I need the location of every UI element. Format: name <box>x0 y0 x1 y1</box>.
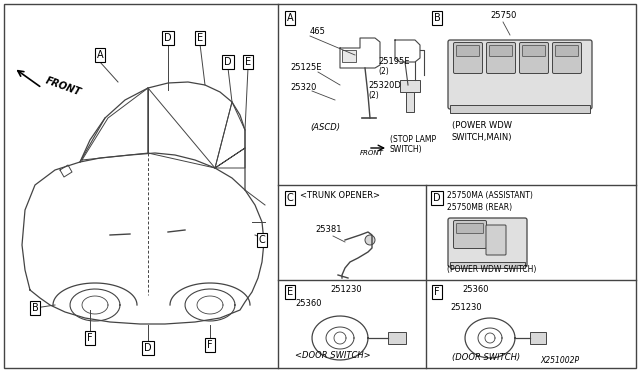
Text: F: F <box>87 333 93 343</box>
Text: 25360: 25360 <box>295 299 321 308</box>
Text: (POWER WDW SWITCH): (POWER WDW SWITCH) <box>447 265 536 274</box>
Bar <box>406 92 414 112</box>
Text: 465: 465 <box>310 27 326 36</box>
Text: 25750: 25750 <box>490 11 516 20</box>
Text: C: C <box>259 235 266 245</box>
Text: (DOOR SWITCH): (DOOR SWITCH) <box>452 353 520 362</box>
Text: E: E <box>245 57 251 67</box>
Text: D: D <box>224 57 232 67</box>
FancyBboxPatch shape <box>522 45 545 57</box>
Text: <DOOR SWITCH>: <DOOR SWITCH> <box>295 351 371 360</box>
Text: 25360: 25360 <box>462 285 488 294</box>
FancyBboxPatch shape <box>454 42 483 74</box>
FancyBboxPatch shape <box>520 42 548 74</box>
Bar <box>450 262 525 268</box>
Text: 25381: 25381 <box>315 225 342 234</box>
Text: F: F <box>434 287 440 297</box>
Text: (2): (2) <box>368 91 379 100</box>
Bar <box>388 332 406 344</box>
FancyBboxPatch shape <box>448 40 592 109</box>
Text: A: A <box>287 13 293 23</box>
Text: B: B <box>434 13 440 23</box>
Text: 251230: 251230 <box>330 285 362 294</box>
FancyBboxPatch shape <box>556 45 579 57</box>
Text: D: D <box>144 343 152 353</box>
Circle shape <box>365 235 375 245</box>
Bar <box>400 80 420 92</box>
Text: B: B <box>31 303 38 313</box>
Bar <box>530 332 546 344</box>
Text: 251230: 251230 <box>450 303 482 312</box>
FancyBboxPatch shape <box>454 221 486 248</box>
Text: SWITCH): SWITCH) <box>390 145 422 154</box>
Text: FRONT: FRONT <box>360 150 384 156</box>
Text: 25320: 25320 <box>290 83 316 92</box>
Text: FRONT: FRONT <box>44 76 83 98</box>
Text: F: F <box>207 340 213 350</box>
Text: 25320D: 25320D <box>368 81 401 90</box>
Text: SWITCH,MAIN): SWITCH,MAIN) <box>452 133 513 142</box>
FancyBboxPatch shape <box>456 224 483 234</box>
Text: E: E <box>197 33 203 43</box>
FancyBboxPatch shape <box>456 45 479 57</box>
Text: X251002P: X251002P <box>540 356 579 365</box>
Text: (POWER WDW: (POWER WDW <box>452 121 512 130</box>
Text: <TRUNK OPENER>: <TRUNK OPENER> <box>300 191 380 200</box>
FancyBboxPatch shape <box>448 218 527 267</box>
Text: C: C <box>287 193 293 203</box>
Text: A: A <box>97 50 103 60</box>
Text: (STOP LAMP: (STOP LAMP <box>390 135 436 144</box>
Text: 25750MA (ASSISTANT): 25750MA (ASSISTANT) <box>447 191 533 200</box>
Text: D: D <box>433 193 441 203</box>
FancyBboxPatch shape <box>486 225 506 255</box>
Text: E: E <box>287 287 293 297</box>
Text: (2): (2) <box>378 67 388 76</box>
Bar <box>450 105 590 113</box>
Text: 25750MB (REAR): 25750MB (REAR) <box>447 203 512 212</box>
FancyBboxPatch shape <box>490 45 513 57</box>
Bar <box>342 50 356 62</box>
Text: 25195E: 25195E <box>378 57 410 66</box>
Text: D: D <box>164 33 172 43</box>
FancyBboxPatch shape <box>486 42 515 74</box>
Text: 25125E: 25125E <box>290 63 321 72</box>
FancyBboxPatch shape <box>552 42 582 74</box>
Text: (ASCD): (ASCD) <box>310 123 340 132</box>
